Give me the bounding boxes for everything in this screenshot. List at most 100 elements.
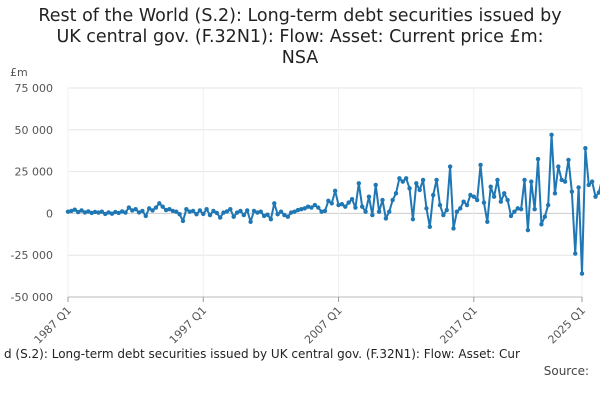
data-point[interactable] <box>261 213 267 219</box>
data-point[interactable] <box>376 209 382 214</box>
data-point[interactable] <box>167 207 172 212</box>
data-point[interactable] <box>157 201 162 206</box>
data-point[interactable] <box>525 227 531 233</box>
data-point[interactable] <box>552 191 558 196</box>
data-point[interactable] <box>150 208 155 213</box>
data-point[interactable] <box>353 205 358 210</box>
data-point[interactable] <box>282 212 287 218</box>
data-point[interactable] <box>228 207 233 212</box>
data-point[interactable] <box>380 197 385 203</box>
data-point[interactable] <box>444 207 449 213</box>
data-point[interactable] <box>458 206 463 211</box>
data-point[interactable] <box>72 207 77 212</box>
data-point[interactable] <box>407 186 412 191</box>
data-point[interactable] <box>103 211 108 217</box>
data-point[interactable] <box>143 213 148 219</box>
data-point[interactable] <box>491 194 497 199</box>
data-point[interactable] <box>69 208 74 214</box>
data-point[interactable] <box>481 200 487 205</box>
data-point[interactable] <box>373 182 378 188</box>
data-point[interactable] <box>512 209 517 214</box>
data-point[interactable] <box>589 179 595 184</box>
data-point[interactable] <box>65 209 71 214</box>
data-point[interactable] <box>201 211 206 217</box>
data-point[interactable] <box>390 197 395 203</box>
data-point[interactable] <box>92 209 98 215</box>
data-point[interactable] <box>268 217 274 222</box>
data-point[interactable] <box>532 207 537 212</box>
data-point[interactable] <box>343 204 348 209</box>
data-point[interactable] <box>204 207 209 212</box>
data-point[interactable] <box>146 206 152 211</box>
data-point[interactable] <box>461 199 466 204</box>
data-point[interactable] <box>451 226 456 231</box>
data-point[interactable] <box>434 177 439 183</box>
data-point[interactable] <box>542 214 547 219</box>
data-point[interactable] <box>302 206 307 211</box>
data-point[interactable] <box>336 202 341 208</box>
data-point[interactable] <box>447 164 453 169</box>
data-point[interactable] <box>417 187 422 193</box>
data-point[interactable] <box>502 191 507 196</box>
data-point[interactable] <box>556 164 561 169</box>
data-point[interactable] <box>441 212 446 218</box>
data-point[interactable] <box>431 192 436 198</box>
data-point[interactable] <box>133 207 138 212</box>
data-point[interactable] <box>478 162 483 168</box>
data-point[interactable] <box>437 202 443 208</box>
data-point[interactable] <box>596 190 600 195</box>
data-point[interactable] <box>82 210 88 215</box>
data-point[interactable] <box>160 204 165 209</box>
data-point[interactable] <box>295 207 301 213</box>
data-point[interactable] <box>140 208 145 214</box>
data-point[interactable] <box>170 208 176 214</box>
data-point[interactable] <box>586 182 591 188</box>
data-point[interactable] <box>522 177 527 183</box>
data-point[interactable] <box>360 204 365 209</box>
data-point[interactable] <box>238 208 243 214</box>
data-point[interactable] <box>79 208 84 213</box>
data-point[interactable] <box>299 207 304 212</box>
data-point[interactable] <box>119 209 125 214</box>
data-point[interactable] <box>312 202 318 208</box>
data-point[interactable] <box>288 210 294 215</box>
data-point[interactable] <box>275 212 280 217</box>
data-point[interactable] <box>346 200 351 205</box>
data-point[interactable] <box>194 212 199 217</box>
data-point[interactable] <box>424 206 429 211</box>
data-point[interactable] <box>397 176 402 181</box>
data-point[interactable] <box>217 215 223 220</box>
data-point[interactable] <box>207 212 213 218</box>
data-point[interactable] <box>468 192 473 198</box>
data-point[interactable] <box>498 199 504 204</box>
data-point[interactable] <box>454 209 460 214</box>
data-point[interactable] <box>488 184 493 189</box>
data-point[interactable] <box>292 209 297 214</box>
data-point[interactable] <box>123 210 128 215</box>
data-point[interactable] <box>174 209 179 214</box>
data-point[interactable] <box>319 209 324 214</box>
data-point[interactable] <box>573 251 578 256</box>
data-point[interactable] <box>414 181 419 186</box>
data-point[interactable] <box>515 206 520 211</box>
data-point[interactable] <box>231 214 236 219</box>
data-point[interactable] <box>316 205 321 210</box>
data-point[interactable] <box>471 194 476 199</box>
data-point[interactable] <box>535 156 541 162</box>
data-point[interactable] <box>180 218 186 224</box>
data-point[interactable] <box>278 209 284 214</box>
data-point[interactable] <box>410 217 416 222</box>
data-point[interactable] <box>75 209 81 215</box>
data-point[interactable] <box>349 196 355 202</box>
data-point[interactable] <box>393 191 399 196</box>
data-point[interactable] <box>383 216 389 221</box>
data-point[interactable] <box>211 208 216 214</box>
data-point[interactable] <box>329 201 334 206</box>
data-point[interactable] <box>89 210 94 216</box>
data-point[interactable] <box>485 219 490 224</box>
data-point[interactable] <box>224 209 230 214</box>
data-point[interactable] <box>370 212 375 218</box>
data-point[interactable] <box>427 224 433 229</box>
data-point[interactable] <box>245 208 250 213</box>
data-point[interactable] <box>285 214 290 219</box>
